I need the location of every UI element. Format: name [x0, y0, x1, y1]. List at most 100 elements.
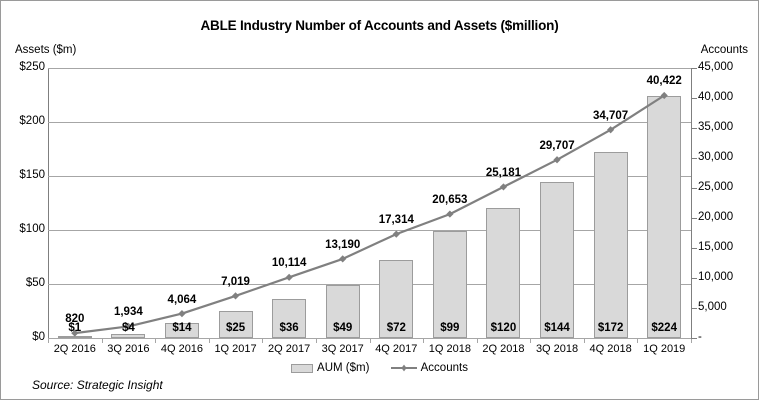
gridline: [48, 338, 691, 339]
line-data-label: 25,181: [485, 166, 522, 179]
line-marker[interactable]: [392, 230, 400, 238]
chart-title: ABLE Industry Number of Accounts and Ass…: [200, 18, 559, 33]
bar-data-label: $72: [386, 322, 406, 334]
bar[interactable]: [164, 322, 199, 338]
bar[interactable]: [379, 260, 414, 338]
bar-data-label: $49: [333, 322, 353, 334]
line-marker[interactable]: [446, 210, 454, 218]
line-series-accounts: [71, 91, 668, 337]
right-axis-tick-label: 45,000: [698, 61, 734, 73]
right-axis-tick-label: 35,000: [698, 121, 734, 133]
bar[interactable]: [647, 96, 682, 338]
x-axis-label: 4Q 2017: [375, 343, 418, 355]
line-marker[interactable]: [285, 273, 293, 281]
line-marker[interactable]: [499, 183, 508, 191]
left-axis-tick-labels: $250 $200 $150 $100 $50 $0: [1, 1, 45, 401]
line-marker[interactable]: [553, 156, 561, 164]
gridline: [48, 122, 691, 123]
line-marker[interactable]: [124, 322, 132, 330]
x-axis-tick: [48, 339, 49, 343]
x-axis-tick: [315, 339, 317, 343]
right-axis-tick-label: 20,000: [698, 211, 734, 223]
gridline: [48, 176, 691, 177]
x-axis-label: 4Q 2016: [160, 343, 204, 355]
x-axis-label: 1Q 2019: [643, 343, 686, 355]
x-axis-tick: [208, 339, 210, 343]
right-axis-title: Accounts: [700, 44, 748, 56]
x-axis-label: 2Q 2018: [482, 343, 525, 355]
source-note: Source: Strategic Insight: [32, 378, 163, 392]
line-marker[interactable]: [231, 292, 240, 300]
bar[interactable]: [272, 299, 307, 338]
left-axis-tick-label: $250: [19, 61, 45, 73]
x-axis-labels: 2Q 2016 3Q 2016 4Q 2016 1Q 2017 2Q 2017 3Q 20…: [48, 339, 692, 359]
line-data-label: 17,314: [378, 214, 414, 227]
legend-line-icon: [390, 363, 417, 373]
right-axis-tick-label: 40,000: [698, 91, 734, 103]
x-axis-label: 3Q 2017: [321, 343, 364, 355]
x-axis-tick: [423, 339, 425, 343]
bar[interactable]: [432, 231, 467, 338]
x-axis-tick: [262, 339, 264, 343]
x-axis-label: 2Q 2017: [268, 343, 311, 355]
right-axis-tick-label: 10,000: [698, 271, 734, 283]
x-axis-tick: [369, 339, 371, 343]
right-axis-tick: [692, 308, 697, 309]
bar-data-label: $14: [172, 322, 192, 334]
plot-area: $1 $4 $14 $25 $36 $49 $72 $99 $120 $144 $172 $224 8…: [48, 68, 691, 339]
legend-item-accounts[interactable]: Accounts: [390, 362, 468, 374]
right-axis-line: [691, 68, 692, 339]
legend-swatch-icon: [291, 363, 314, 373]
bar-data-label: $144: [544, 322, 570, 334]
line-data-label: 29,707: [539, 139, 575, 152]
line-marker[interactable]: [607, 126, 615, 134]
right-axis-tick: [692, 218, 697, 219]
line-marker[interactable]: [71, 329, 79, 337]
x-axis-tick: [155, 339, 157, 343]
right-axis-tick: [692, 188, 697, 189]
bar[interactable]: [593, 152, 628, 338]
x-axis-label: 1Q 2017: [214, 343, 257, 355]
right-axis-tick: [692, 158, 697, 159]
gridline: [48, 230, 691, 231]
x-axis-label: 3Q 2016: [107, 343, 150, 355]
line-marker[interactable]: [339, 255, 347, 263]
line-data-label: 10,114: [271, 257, 307, 270]
legend-label-accounts: Accounts: [420, 362, 468, 374]
line-marker[interactable]: [660, 91, 668, 100]
line-marker[interactable]: [178, 310, 186, 318]
accounts-polyline: [74, 94, 665, 335]
right-axis-tick-label: 30,000: [698, 151, 734, 163]
line-data-label: 13,190: [325, 238, 361, 251]
gridline: [48, 284, 691, 285]
bar[interactable]: [111, 333, 146, 338]
left-axis-tick-label: $50: [25, 277, 45, 289]
bar-data-label: $36: [279, 322, 299, 334]
bar[interactable]: [218, 311, 253, 338]
right-axis-tick-label: 5,000: [698, 301, 727, 313]
bar[interactable]: [486, 208, 521, 338]
x-axis-tick: [530, 339, 532, 343]
right-axis-tick: [692, 68, 697, 69]
right-axis-tick-labels: 45,000 40,000 35,000 30,000 25,000 20,000 15,0…: [698, 1, 759, 401]
bar[interactable]: [540, 182, 575, 338]
bar[interactable]: [325, 285, 360, 338]
legend-item-aum[interactable]: AUM ($m): [291, 362, 369, 374]
x-axis-tick: [637, 339, 639, 343]
gridline: [48, 68, 691, 69]
chart-legend: AUM ($m) Accounts: [1, 362, 758, 374]
right-axis-tick: [692, 98, 697, 99]
line-data-label: 820: [65, 313, 85, 326]
x-axis-tick: [476, 339, 478, 343]
bar-data-label: $99: [440, 322, 460, 334]
x-axis-tick: [691, 339, 692, 343]
line-data-label: 20,653: [432, 194, 468, 207]
left-axis-title: Assets ($m): [15, 44, 77, 56]
left-axis-tick-label: $150: [19, 169, 45, 181]
x-axis-label: 1Q 2018: [428, 343, 471, 355]
legend-label-aum: AUM ($m): [317, 362, 370, 374]
right-axis-tick-label: 25,000: [698, 181, 734, 193]
bar-data-label: $172: [597, 322, 624, 334]
line-data-label: 4,064: [167, 293, 197, 306]
line-data-label: 40,422: [646, 75, 682, 88]
